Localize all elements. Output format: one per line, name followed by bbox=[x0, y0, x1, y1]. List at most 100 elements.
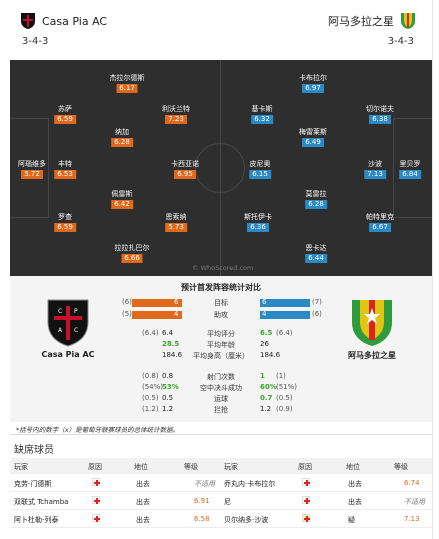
home-player[interactable]: 阿瑙维多 5.72 bbox=[18, 160, 46, 179]
player-name[interactable]: 梅雷莱斯 bbox=[299, 128, 327, 136]
player-name[interactable]: 卡布拉尔 bbox=[299, 74, 327, 82]
home-player[interactable]: 恩索纳 5.73 bbox=[165, 213, 187, 232]
missing-players-title: 缺席球员 bbox=[14, 445, 54, 456]
stats-title: 预计首发阵容统计对比 bbox=[181, 283, 261, 292]
estrela-amadora-large-crest-icon bbox=[352, 300, 392, 346]
home-value: 6.4 bbox=[162, 329, 174, 337]
assists-label: 助攻 bbox=[214, 311, 228, 319]
player-name[interactable]: 阿瑙维多 bbox=[18, 160, 46, 168]
home-player[interactable]: 拉拉扎巴尔 6.66 bbox=[115, 244, 150, 263]
player-name[interactable]: 莫雷拉 bbox=[305, 190, 327, 198]
stat-label: 空中决斗成功 bbox=[200, 384, 242, 392]
player-rating: 5.72 bbox=[21, 170, 43, 179]
stat-label: 平均评分 bbox=[207, 330, 235, 338]
away-team[interactable]: 阿马多拉之星 bbox=[328, 12, 416, 30]
player-name[interactable]: 利沃兰特 bbox=[162, 105, 190, 113]
home-player[interactable]: 纳加 6.28 bbox=[111, 128, 133, 147]
away-player[interactable]: 莫雷拉 6.28 bbox=[305, 190, 327, 209]
away-player[interactable]: 里贝罗 6.84 bbox=[399, 160, 421, 179]
stats-home-name: Casa Pia AC bbox=[41, 350, 95, 359]
away-formation: 3-4-3 bbox=[387, 36, 414, 47]
away-value: 6.5 bbox=[260, 329, 273, 337]
center-circle bbox=[195, 143, 245, 193]
missing-status: 出去 bbox=[348, 498, 362, 506]
missing-level: 7.13 bbox=[404, 515, 420, 523]
player-name[interactable]: 卡西亚诺 bbox=[171, 160, 199, 168]
missing-player-name[interactable]: 尼 bbox=[224, 498, 231, 506]
table-header: 玩家 原因 地位 等级 玩家 原因 地位 等级 bbox=[10, 458, 432, 474]
player-rating: 5.73 bbox=[165, 223, 187, 232]
stat-row-goals: (6) 6 目标 6 (7) bbox=[10, 298, 432, 308]
stats-away-name: 阿马多拉之星 bbox=[348, 351, 396, 360]
player-name[interactable]: 恩卡达 bbox=[305, 244, 327, 252]
missing-player-name[interactable]: 贝尔纳多·沙波 bbox=[224, 516, 269, 524]
away-paren: (6.4) bbox=[276, 329, 293, 337]
home-paren: (0.8) bbox=[142, 372, 159, 380]
player-name[interactable]: 丰特 bbox=[58, 160, 72, 168]
away-player[interactable]: 皮尼奥 6.15 bbox=[249, 160, 271, 179]
away-penalty-box bbox=[393, 118, 432, 218]
away-player[interactable]: 沙波 7.13 bbox=[364, 160, 386, 179]
away-value: 26 bbox=[260, 340, 269, 348]
away-team-name[interactable]: 阿马多拉之星 bbox=[328, 15, 394, 28]
player-name[interactable]: 杰拉尔德斯 bbox=[109, 74, 145, 82]
lineup-stats-comparison: 预计首发阵容统计对比 C P A C Casa Pia AC 阿马多拉之星 (6… bbox=[10, 276, 432, 422]
player-name[interactable]: 佩雷斯 bbox=[111, 190, 133, 198]
home-player[interactable]: 苏萨 6.59 bbox=[54, 105, 76, 124]
home-team[interactable]: Casa Pia AC bbox=[20, 12, 107, 30]
assists-away-paren: (6) bbox=[312, 310, 322, 318]
home-player[interactable]: 罗查 6.59 bbox=[54, 213, 76, 232]
player-name[interactable]: 拉拉扎巴尔 bbox=[114, 244, 150, 252]
stat-label: 平均年龄 bbox=[207, 341, 235, 349]
home-player[interactable]: 丰特 6.53 bbox=[54, 160, 76, 179]
table-row: 双联式 Tchamba 出去 6.91 尼 出去 不适用 bbox=[10, 492, 432, 510]
away-player[interactable]: 卡布拉尔 6.97 bbox=[299, 74, 327, 93]
missing-level: 不适用 bbox=[194, 480, 215, 488]
player-name[interactable]: 斯托伊卡 bbox=[244, 213, 272, 221]
stat-row-assists: (5) 4 助攻 4 (6) bbox=[10, 310, 432, 320]
player-name[interactable]: 皮尼奥 bbox=[249, 160, 271, 168]
stat-row: (0.5) 0.5 运球 0.7 (0.5) bbox=[10, 394, 432, 404]
home-value: 53% bbox=[162, 383, 179, 391]
player-rating: 6.67 bbox=[369, 223, 391, 232]
away-player[interactable]: 斯托伊卡 6.36 bbox=[244, 213, 272, 232]
home-player[interactable]: 杰拉尔德斯 6.17 bbox=[110, 74, 145, 93]
missing-player-name[interactable]: 克劳-门德斯 bbox=[14, 480, 52, 488]
away-player[interactable]: 恩卡达 6.44 bbox=[305, 244, 327, 263]
player-name[interactable]: 基卡斯 bbox=[251, 105, 273, 113]
player-name[interactable]: 纳加 bbox=[115, 128, 129, 136]
home-player[interactable]: 利沃兰特 7.23 bbox=[162, 105, 190, 124]
player-rating: 6.17 bbox=[116, 84, 138, 93]
player-rating: 7.23 bbox=[165, 115, 187, 124]
away-paren: (1) bbox=[276, 372, 286, 380]
casa-pia-large-crest-icon: C P A C bbox=[47, 299, 89, 347]
player-name[interactable]: 苏萨 bbox=[58, 105, 72, 113]
away-value: 60% bbox=[260, 383, 277, 391]
missing-level: 6.74 bbox=[404, 479, 420, 487]
player-name[interactable]: 恩索纳 bbox=[165, 213, 187, 221]
stat-label: 运球 bbox=[214, 395, 228, 403]
goals-away-paren: (7) bbox=[312, 298, 322, 306]
home-player[interactable]: 卡西亚诺 6.95 bbox=[171, 160, 199, 179]
match-header: Casa Pia AC 3-4-3 阿马多拉之星 3-4-3 bbox=[0, 0, 432, 60]
away-player[interactable]: 切尔诺夫 6.38 bbox=[366, 105, 394, 124]
player-name[interactable]: 沙波 bbox=[368, 160, 382, 168]
player-rating: 7.13 bbox=[364, 170, 386, 179]
missing-player-name[interactable]: 阿卜杜勒-列泰 bbox=[14, 516, 59, 524]
player-name[interactable]: 里贝罗 bbox=[399, 160, 421, 168]
assists-home-paren: (5) bbox=[122, 310, 132, 318]
missing-status: 疑 bbox=[348, 516, 355, 524]
missing-player-name[interactable]: 乔丸内·卡布拉尔 bbox=[224, 480, 276, 488]
player-name[interactable]: 帕特里克 bbox=[366, 213, 394, 221]
away-player[interactable]: 基卡斯 6.32 bbox=[251, 105, 273, 124]
missing-rows: 克劳-门德斯 出去 不适用 乔丸内·卡布拉尔 出去 6.74 双联式 Tchamba 出去 6.… bbox=[10, 474, 432, 528]
injury-icon bbox=[302, 478, 310, 488]
player-rating: 6.95 bbox=[174, 170, 196, 179]
player-name[interactable]: 切尔诺夫 bbox=[366, 105, 394, 113]
player-name[interactable]: 罗查 bbox=[58, 213, 72, 221]
away-player[interactable]: 梅雷莱斯 6.49 bbox=[299, 128, 327, 147]
home-team-name[interactable]: Casa Pia AC bbox=[42, 14, 108, 28]
away-player[interactable]: 帕特里克 6.67 bbox=[366, 213, 394, 232]
missing-player-name[interactable]: 双联式 Tchamba bbox=[14, 498, 69, 506]
home-player[interactable]: 佩雷斯 6.42 bbox=[111, 190, 133, 209]
